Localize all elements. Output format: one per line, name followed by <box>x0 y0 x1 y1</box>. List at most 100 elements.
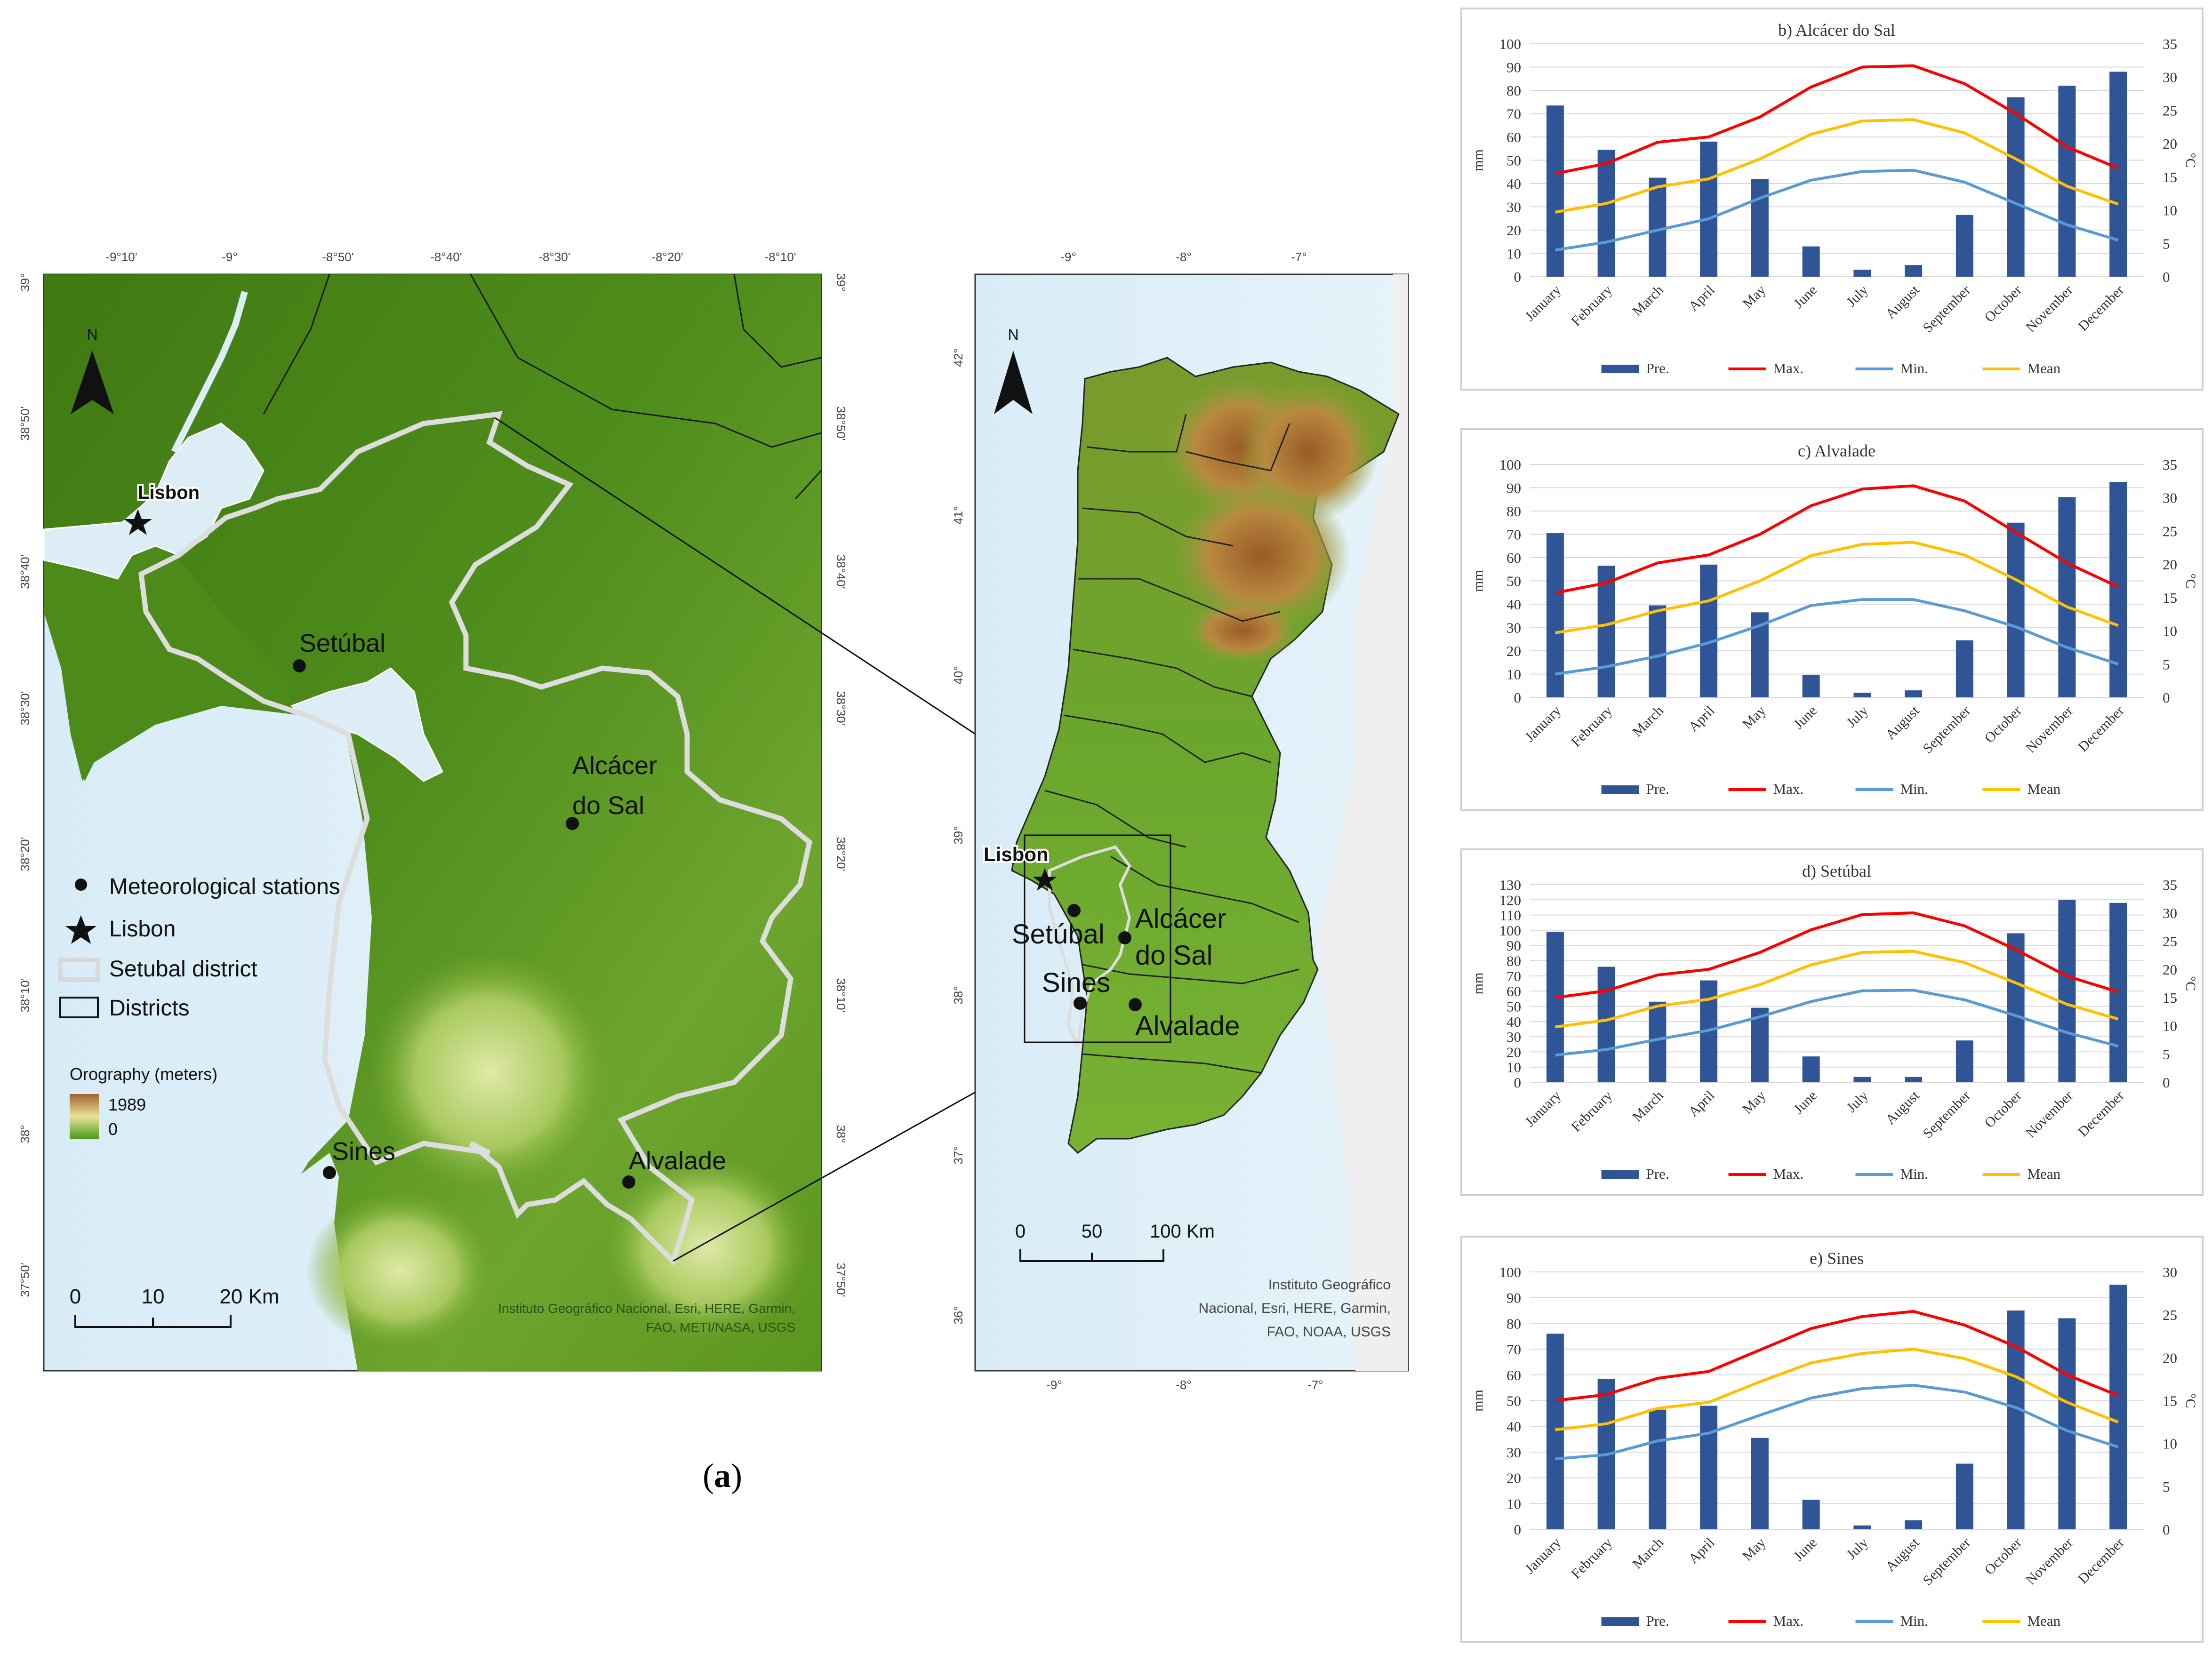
map-a-left-tick: 38°20' <box>18 837 32 871</box>
alvalade-label: Alvalade <box>629 1147 726 1175</box>
map-a-highland <box>367 951 612 1195</box>
map-b-alvalade-label: Alvalade <box>1135 1011 1240 1041</box>
alcacer-station-dot <box>566 817 579 830</box>
y-tick-label: 60 <box>1507 1367 1521 1383</box>
y2-tick-label: 30 <box>2163 69 2177 86</box>
alcacer-label-1: Alcácer <box>572 751 657 780</box>
y-tick-label: 30 <box>1507 1029 1521 1045</box>
y2-tick-label: 5 <box>2163 656 2170 672</box>
y-tick-label: 100 <box>1499 922 1522 939</box>
map-b-bottom-tick: -9° <box>1046 1378 1062 1392</box>
map-a-credits: Instituto Geográfico Nacional, Esri, HER… <box>498 1301 795 1334</box>
y-tick-label: 50 <box>1507 573 1521 590</box>
map-a-left-tick: 37°50' <box>18 1262 32 1297</box>
y-tick-label: 0 <box>1514 269 1522 285</box>
map-b-district-lines <box>1044 414 1299 1074</box>
legend-label: Min. <box>1900 1166 1928 1182</box>
y-tick-label: 90 <box>1507 937 1521 954</box>
map-a-left-tick: 38°30' <box>18 691 32 725</box>
temperature-line-max <box>1555 1310 2119 1402</box>
legend-label: Pre. <box>1646 781 1669 797</box>
y-tick-label: 30 <box>1507 199 1521 216</box>
legend-star-icon <box>65 915 96 944</box>
legend-label: Max. <box>1773 781 1804 797</box>
figure-label-open: ( <box>703 1457 714 1494</box>
map-b-inset-rectangle <box>1024 834 1171 1043</box>
map-b-scale-bar: 0 50 100 Km <box>1015 1221 1215 1262</box>
y-tick-label: 80 <box>1507 953 1521 969</box>
map-b-credit-line: Instituto Geográfico <box>1268 1277 1391 1293</box>
precipitation-bar <box>1546 533 1564 697</box>
y-tick-label: 0 <box>1514 689 1522 706</box>
y2-tick-label: 35 <box>2163 456 2177 473</box>
precipitation-bar <box>1905 690 1923 697</box>
legend-orography-max: 1989 <box>108 1095 146 1114</box>
legend-label: Max. <box>1773 360 1804 376</box>
legend-label: Mean <box>2028 781 2061 797</box>
map-b-left-tick: 39° <box>951 826 965 844</box>
map-a-highland-3 <box>306 1191 494 1350</box>
precipitation-bar <box>1802 246 1820 277</box>
precipitation-bar <box>1853 270 1871 277</box>
temperature-line-max <box>1555 911 2119 999</box>
precipitation-bar <box>2058 1318 2076 1529</box>
y-tick-label: 130 <box>1499 877 1522 893</box>
map-a-credit-line: FAO, METI/NASA, USGS <box>646 1320 795 1334</box>
map-a-right-tick: 39° <box>834 273 848 291</box>
legend-lisbon-label: Lisbon <box>109 917 176 942</box>
climate-chart: c) Alvalade 0 10 20 30 40 50 60 70 80 90 100 0 5 10 15 2… <box>1460 428 2204 811</box>
precipitation-bar <box>1853 1525 1871 1529</box>
north-arrow-icon: N <box>71 326 114 414</box>
y2-tick-label: 35 <box>2163 36 2177 52</box>
y2-axis-label: °C <box>2183 573 2198 588</box>
y2-axis-label: °C <box>2183 152 2198 168</box>
chart-title: b) Alcácer do Sal <box>1778 21 1895 40</box>
map-b-mountains-center <box>1172 480 1351 631</box>
precipitation-bar <box>2109 72 2127 277</box>
map-b-top-tick: -7° <box>1291 250 1307 264</box>
climate-chart: e) Sines 0 10 20 30 40 50 60 70 80 90 100 0 5 10 15 20 25… <box>1460 1236 2204 1643</box>
precipitation-bar <box>1956 215 1973 277</box>
map-a-tagus-river <box>171 291 248 454</box>
legend-label: Pre. <box>1646 360 1669 376</box>
legend-setubal-district-swatch <box>58 958 100 982</box>
map-a-scale-label: 0 <box>70 1285 81 1308</box>
map-a-scale-line <box>74 1315 232 1328</box>
map-b-credit-line: Nacional, Esri, HERE, Garmin, <box>1199 1301 1391 1316</box>
map-a-scale-bar: 0 10 20 Km <box>70 1285 280 1328</box>
y-axis-label: mm <box>1470 1390 1486 1412</box>
precipitation-bar <box>1853 1077 1871 1082</box>
map-a-top-tick: -8°30' <box>538 250 570 264</box>
temperature-line-mean <box>1555 541 2119 634</box>
y2-tick-label: 10 <box>2163 202 2177 219</box>
legend-swatch <box>1601 1617 1639 1626</box>
y-tick-label: 40 <box>1507 596 1521 613</box>
lisbon-star-icon <box>124 509 152 535</box>
y-tick-label: 90 <box>1507 480 1521 496</box>
y2-tick-label: 5 <box>2163 235 2170 252</box>
y-tick-label: 0 <box>1514 1074 1522 1091</box>
map-b-lisbon-label: Lisbon <box>984 843 1049 865</box>
y-tick-label: 50 <box>1507 998 1521 1015</box>
precipitation-bar <box>2007 522 2025 697</box>
y-tick-label: 100 <box>1499 456 1522 473</box>
temperature-line-min <box>1555 598 2119 676</box>
map-b-lisbon-star-icon <box>1033 868 1057 891</box>
figure-label-letter: a <box>714 1457 731 1494</box>
y-tick-label: 10 <box>1507 666 1521 683</box>
y2-tick-label: 10 <box>2163 623 2177 639</box>
map-a-legend: Meteorological stations Lisbon Setubal d… <box>58 874 340 1139</box>
y-tick-label: 50 <box>1507 1393 1521 1409</box>
y2-axis-label: °C <box>2183 1393 2198 1408</box>
sines-label: Sines <box>332 1137 395 1166</box>
y2-tick-label: 20 <box>2163 1350 2177 1366</box>
setubal-district-map: -9°10' -9° -8°50' -8°40' -8°30' -8°20' -… <box>18 250 848 1372</box>
map-a-highland-2 <box>602 1153 809 1341</box>
map-b-left-tick: 42° <box>951 348 965 367</box>
climate-chart: d) Setúbal010203040506070809010011012013… <box>1460 848 2204 1196</box>
map-b-credits: Instituto Geográfico Nacional, Esri, HER… <box>1199 1277 1391 1340</box>
map-a-left-tick: 38° <box>18 1125 32 1143</box>
y-tick-label: 60 <box>1507 550 1521 566</box>
y-tick-label: 100 <box>1499 36 1522 52</box>
